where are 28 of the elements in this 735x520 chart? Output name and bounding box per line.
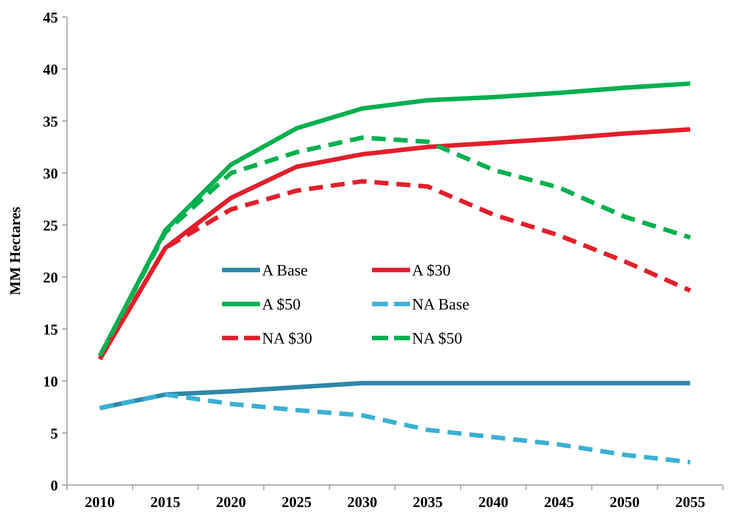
y-tick-label: 15 <box>43 322 58 338</box>
legend-label: A $50 <box>262 296 301 314</box>
y-axis-title: MM Hectares <box>8 206 24 296</box>
y-tick-label: 40 <box>43 62 58 78</box>
y-tick-label: 20 <box>43 270 58 286</box>
x-tick-label: 2030 <box>347 495 378 511</box>
legend-label: NA $30 <box>262 330 312 348</box>
y-tick-label: 25 <box>43 218 58 234</box>
legend-label: NA Base <box>412 296 470 314</box>
legend-label: NA $50 <box>412 330 462 348</box>
legend-label: A $30 <box>412 262 451 280</box>
legend-label: A Base <box>262 262 308 280</box>
x-tick-label: 2025 <box>282 495 312 511</box>
x-tick-label: 2015 <box>150 495 180 511</box>
x-tick-label: 2035 <box>412 495 443 511</box>
line-series <box>98 392 692 464</box>
x-tick-label: 2045 <box>544 495 574 511</box>
x-tick-label: 2020 <box>216 495 246 511</box>
y-tick-label: 30 <box>43 166 58 182</box>
y-tick-label: 45 <box>43 10 58 26</box>
x-tick-label: 2055 <box>675 495 706 511</box>
x-tick-label: 2010 <box>84 495 115 511</box>
x-tick-label: 2040 <box>478 495 508 511</box>
y-tick-label: 5 <box>50 426 58 442</box>
x-tick-label: 2050 <box>610 495 640 511</box>
y-tick-label: 35 <box>43 114 58 130</box>
y-tick-label: 0 <box>50 478 58 494</box>
y-tick-label: 10 <box>43 374 58 390</box>
